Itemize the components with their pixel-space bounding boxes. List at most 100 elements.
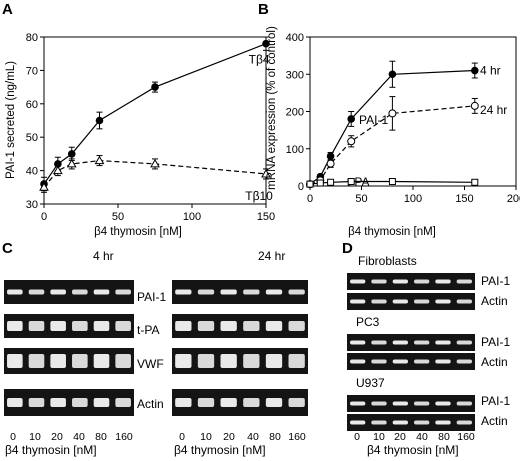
panel-d-row-2-band xyxy=(435,340,451,345)
panel-d-row-0-band xyxy=(456,279,473,284)
panel-d-row-3-band xyxy=(413,359,430,364)
panel-c-left-row-2-gel xyxy=(4,348,134,374)
chart-b-point xyxy=(316,179,324,187)
chart-a-x-tick-label: 100 xyxy=(183,211,201,223)
panel-d-lane-label: 40 xyxy=(416,431,428,443)
panel-d-row-label-pai1-3: PAI-1 xyxy=(481,394,510,408)
chart-b-point xyxy=(388,109,397,118)
panel-d-row-0-gel xyxy=(347,273,475,290)
panel-c-left-row-2-band xyxy=(115,354,131,368)
chart-b-y-tick-label: 400 xyxy=(286,32,304,44)
panel-d-row-3-band xyxy=(456,359,473,364)
panel-c-row-label-tpa: t-PA xyxy=(137,323,159,337)
chart-b-pai1-label: PAI-1 xyxy=(359,113,388,127)
panel-c-row-label-pai1: PAI-1 xyxy=(137,290,166,304)
panel-c-left-lane-label: 0 xyxy=(10,431,16,443)
panel-d-group-fibroblasts: Fibroblasts xyxy=(358,254,417,268)
panel-d-blots: Fibroblasts PAI-1 Actin PC3 PAI-1 Actin … xyxy=(347,254,510,457)
panel-c-left-row-2-band xyxy=(72,354,88,368)
panel-d-row-1-band xyxy=(349,299,366,304)
panel-c-right-row-3-band xyxy=(175,398,192,407)
panel-letter-d: D xyxy=(342,240,353,257)
panel-c-right-row-3-band xyxy=(288,398,305,407)
chart-b-point xyxy=(471,178,479,186)
panel-d-row-4-band xyxy=(349,401,366,406)
chart-b-x-tick-label: 200 xyxy=(507,193,520,205)
chart-b-ylabel: mRNA expression (% of control) xyxy=(266,26,278,190)
panel-d-row-2-band xyxy=(413,340,430,345)
panel-c-right-row-2-band xyxy=(175,354,192,368)
panel-d-row-4-band xyxy=(371,401,387,406)
chart-a-y-tick-label: 40 xyxy=(26,166,38,178)
panel-c-left-lane-label: 20 xyxy=(51,431,63,443)
chart-b-y-tick-label: 200 xyxy=(286,107,304,119)
panel-c-right-row-3-band xyxy=(220,398,237,407)
panel-d-row-label-actin-3: Actin xyxy=(481,414,508,428)
panel-d-row-3-band xyxy=(435,359,451,364)
chart-b-y-tick-label: 100 xyxy=(286,144,304,156)
chart-b-point xyxy=(470,101,479,110)
panel-c-right-row-1-band xyxy=(220,321,237,331)
panel-c-right-row-0-band xyxy=(220,289,237,295)
panel-c-left-row-3-band xyxy=(115,398,131,407)
chart-b-x-tick-label: 50 xyxy=(355,193,367,205)
panel-d-lane-label: 80 xyxy=(438,431,450,443)
panel-c-left-row-1-band xyxy=(93,321,110,331)
chart-a: PAI-1 secreted (ng/mL) β4 thymosin [nM] … xyxy=(5,32,275,238)
chart-a-y-tick-label: 60 xyxy=(26,99,38,111)
panel-c-left-row-2-band xyxy=(50,354,66,368)
panel-c-left-lane-label: 160 xyxy=(115,431,133,443)
panel-c-right-row-0-band xyxy=(243,289,260,295)
panel-d-group-pc3: PC3 xyxy=(356,315,380,329)
panel-d-row-0-band xyxy=(413,279,430,284)
panel-c-right-row-0-band xyxy=(197,289,215,295)
chart-a-point xyxy=(150,158,160,168)
panel-c-left-row-0-band xyxy=(7,289,23,295)
chart-b-point xyxy=(388,70,397,79)
chart-b-y-tick-label: 300 xyxy=(286,69,304,81)
chart-a-point xyxy=(94,155,105,165)
chart-a-point xyxy=(67,150,76,158)
panel-c-left-row-1-band xyxy=(72,321,88,331)
panel-c-left-row-0-band xyxy=(93,289,110,295)
panel-d-row-1-band xyxy=(392,299,409,304)
panel-c-right-row-2-band xyxy=(243,354,260,368)
panel-c-row-label-actin: Actin xyxy=(137,397,164,411)
panel-c-left-row-3-gel xyxy=(4,389,134,416)
panel-c-right-row-2-gel xyxy=(172,348,308,374)
panel-c-right-row-2-band xyxy=(197,354,215,368)
panel-d-row-1-band xyxy=(371,299,387,304)
chart-b-point xyxy=(326,159,335,168)
panel-d-row-3-gel xyxy=(347,353,475,370)
chart-a-y-tick-label: 50 xyxy=(26,132,38,144)
chart-b-point xyxy=(388,178,396,186)
panel-c-right-lane-label: 10 xyxy=(200,431,212,443)
panel-letter-c: C xyxy=(2,240,13,257)
chart-a-x-tick-label: 150 xyxy=(257,211,275,223)
chart-a-point xyxy=(151,83,159,91)
panel-d-row-1-gel xyxy=(347,293,475,310)
panel-d-row-5-band xyxy=(456,420,473,425)
panel-d-row-0-band xyxy=(349,279,366,284)
chart-b-xlabel: β4 thymosin [nM] xyxy=(348,226,436,238)
panel-d-row-1-band xyxy=(435,299,451,304)
panel-letter-b: B xyxy=(258,1,269,18)
panel-c-left-lane-label: 10 xyxy=(29,431,41,443)
panel-c-left-row-3-band xyxy=(7,398,23,407)
panel-d-row-2-band xyxy=(392,340,409,345)
panel-c-right-lane-label: 0 xyxy=(179,431,185,443)
chart-a-xlabel: β4 thymosin [nM] xyxy=(94,226,182,238)
panel-c-right-row-1-gel xyxy=(172,314,308,338)
panel-d-row-4-band xyxy=(413,401,430,406)
chart-b-point xyxy=(347,115,356,123)
chart-b-x-tick-label: 150 xyxy=(455,193,473,205)
panel-d-row-label-pai1-2: PAI-1 xyxy=(481,335,510,349)
panel-c-right-row-3-band xyxy=(243,398,260,407)
chart-a-y-tick-label: 30 xyxy=(26,199,38,211)
panel-c-right-lane-label: 20 xyxy=(223,431,235,443)
chart-b-y-tick-label: 0 xyxy=(298,181,304,193)
panel-c-left-lane-label: 80 xyxy=(95,431,107,443)
panel-d-row-2-band xyxy=(371,340,387,345)
panel-c-right-row-1-band xyxy=(265,321,283,331)
